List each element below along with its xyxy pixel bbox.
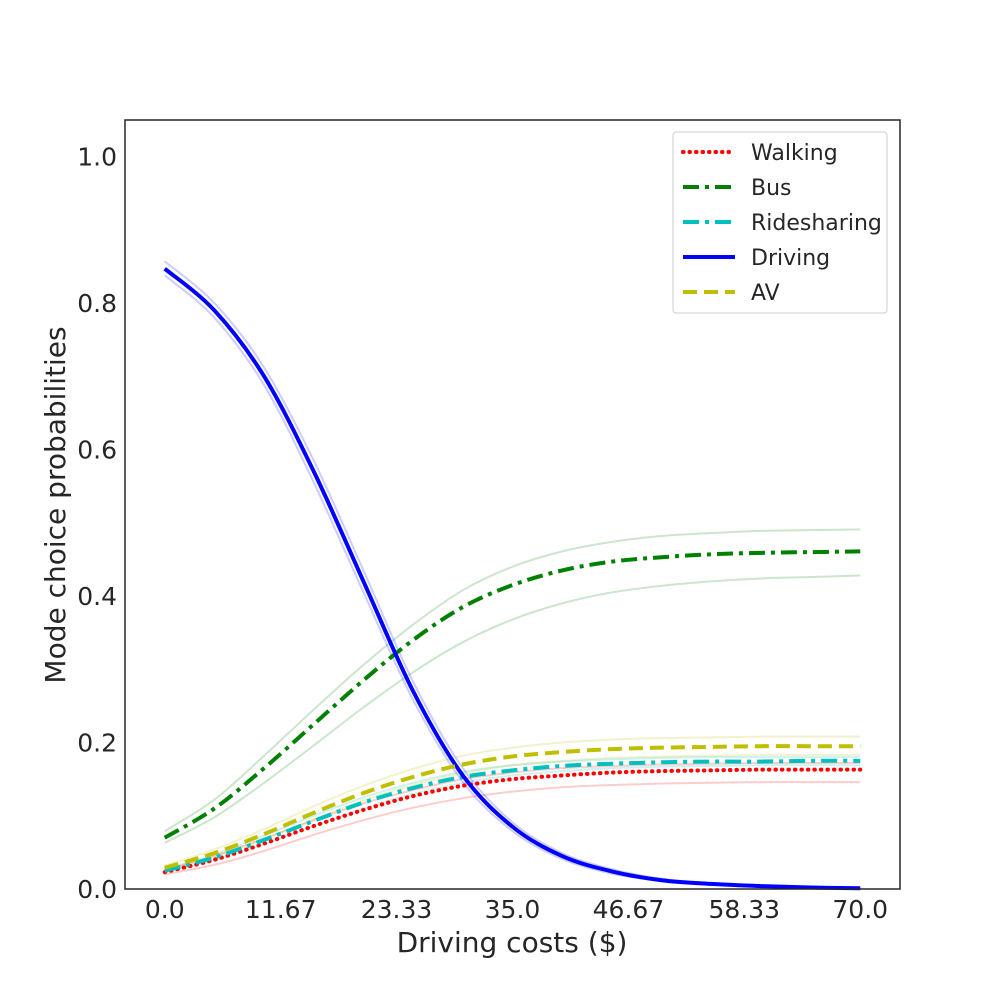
y-tick-label: 1.0 (77, 143, 117, 172)
legend-label-driving: Driving (751, 246, 830, 271)
ridesharing-band-line-upper (164, 756, 861, 871)
legend: Walking Bus Ridesharing Driving AV (672, 131, 888, 314)
series-lines (162, 267, 863, 891)
av-series-line (164, 744, 861, 870)
y-tick-label: 0.4 (77, 582, 117, 611)
x-axis-label: Driving costs ($) (397, 926, 628, 959)
y-tick-label: 0.8 (77, 289, 117, 318)
y-axis-ticks: 0.0 0.2 0.4 0.6 0.8 1.0 (77, 143, 117, 904)
y-tick-label: 0.2 (77, 729, 117, 758)
walking-band-line-lower (164, 781, 861, 876)
plot-frame (124, 119, 901, 890)
x-tick-label: 58.33 (709, 895, 781, 924)
bus-series-line (163, 549, 861, 840)
legend-label-bus: Bus (751, 176, 792, 201)
x-tick-label: 11.67 (245, 895, 317, 924)
legend-label-av: AV (751, 281, 780, 306)
x-tick-label: 35.0 (485, 895, 541, 924)
driving-series-line (163, 267, 861, 891)
x-axis-ticks: 0.0 11.67 23.33 35.0 46.67 58.33 70.0 (145, 895, 888, 924)
av-band-line-upper (164, 735, 861, 867)
bus-band-line-upper (164, 528, 861, 832)
ridesharing-series-line (164, 758, 861, 873)
walking-series-line (162, 767, 863, 875)
legend-label-ridesharing: Ridesharing (751, 211, 882, 236)
x-tick-label: 23.33 (361, 895, 433, 924)
x-tick-label: 46.67 (593, 895, 665, 924)
bus-band-line-lower (164, 574, 861, 844)
y-tick-label: 0.0 (77, 875, 117, 904)
x-tick-label: 70.0 (832, 895, 888, 924)
y-axis-label: Mode choice probabilities (39, 326, 72, 683)
y-tick-label: 0.6 (77, 436, 117, 465)
legend-box (672, 131, 888, 314)
x-tick-label: 0.0 (145, 895, 185, 924)
legend-label-walking: Walking (751, 141, 838, 166)
